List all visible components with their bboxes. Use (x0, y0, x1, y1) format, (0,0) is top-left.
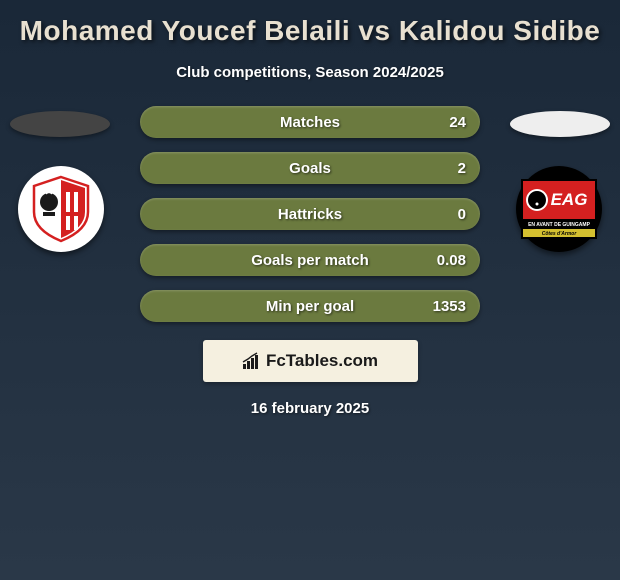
stats-list: Matches 24 Goals 2 Hattricks 0 Goals per… (140, 106, 480, 322)
svg-text:Côtes d'Armor: Côtes d'Armor (542, 231, 578, 237)
comparison-area: EAG EN AVANT DE GUINGAMP Côtes d'Armor M… (0, 106, 620, 417)
stat-row-matches: Matches 24 (140, 106, 480, 138)
chart-icon (242, 352, 262, 370)
stat-value: 2 (458, 160, 466, 177)
subtitle: Club competitions, Season 2024/2025 (0, 64, 620, 81)
stat-value: 24 (449, 114, 466, 131)
stat-row-min-per-goal: Min per goal 1353 (140, 290, 480, 322)
stat-value: 0.08 (437, 252, 466, 269)
page-title: Mohamed Youcef Belaili vs Kalidou Sidibe (0, 10, 620, 52)
stat-row-goals-per-match: Goals per match 0.08 (140, 244, 480, 276)
stat-label: Matches (280, 114, 340, 131)
stat-label: Hattricks (278, 206, 342, 223)
stat-row-goals: Goals 2 (140, 152, 480, 184)
player2-club-badge: EAG EN AVANT DE GUINGAMP Côtes d'Armor (516, 166, 602, 252)
player1-marker (10, 111, 110, 137)
player1-club-badge (18, 166, 104, 252)
guingamp-badge-icon: EAG EN AVANT DE GUINGAMP Côtes d'Armor (521, 179, 597, 239)
date-text: 16 february 2025 (10, 400, 610, 417)
stat-value: 0 (458, 206, 466, 223)
stat-label: Min per goal (266, 298, 354, 315)
stat-row-hattricks: Hattricks 0 (140, 198, 480, 230)
branding-text: FcTables.com (266, 351, 378, 371)
stat-label: Goals per match (251, 252, 369, 269)
svg-text:EN AVANT DE GUINGAMP: EN AVANT DE GUINGAMP (528, 222, 591, 228)
comparison-card: Mohamed Youcef Belaili vs Kalidou Sidibe… (0, 0, 620, 427)
stat-label: Goals (289, 160, 331, 177)
stat-value: 1353 (433, 298, 466, 315)
ajaccio-badge-icon (26, 174, 96, 244)
branding-logo: FcTables.com (242, 351, 378, 371)
branding-box: FcTables.com (203, 340, 418, 382)
svg-text:EAG: EAG (551, 190, 588, 209)
player2-marker (510, 111, 610, 137)
